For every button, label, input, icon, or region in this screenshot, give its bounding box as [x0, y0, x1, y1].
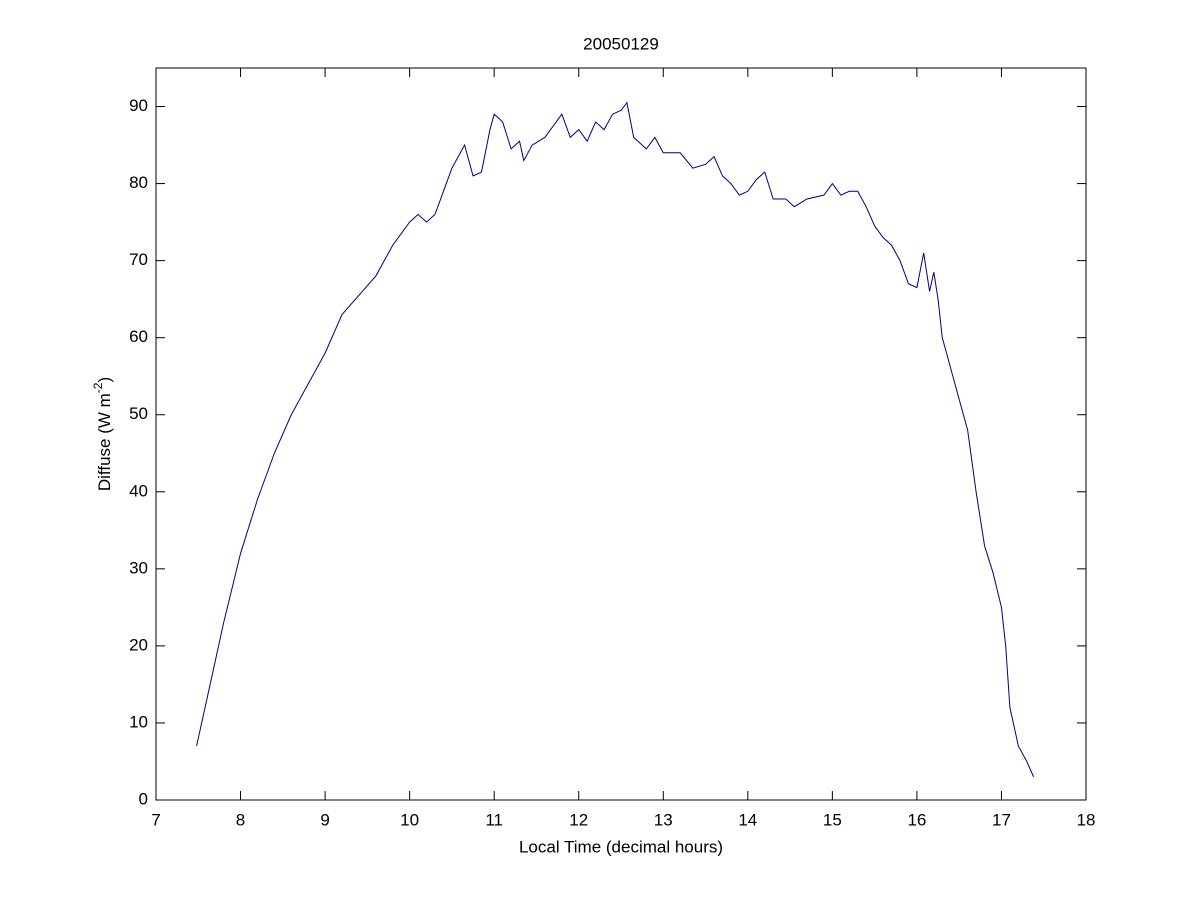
y-tick-label: 30: [129, 558, 148, 577]
y-tick-label: 40: [129, 481, 148, 500]
x-tick-label: 16: [907, 810, 926, 829]
y-label-text: Diffuse (W m: [95, 393, 114, 491]
x-tick-label: 17: [992, 810, 1011, 829]
x-tick-label: 10: [400, 810, 419, 829]
x-tick-label: 8: [236, 810, 245, 829]
y-tick-label: 90: [129, 96, 148, 115]
y-tick-label: 60: [129, 327, 148, 346]
x-tick-label: 9: [320, 810, 329, 829]
plot-area: [155, 67, 1087, 801]
chart-title: 20050129: [583, 34, 659, 53]
y-label-superscript: -2: [91, 382, 105, 393]
x-tick-label: 13: [654, 810, 673, 829]
x-tick-label: 18: [1077, 810, 1096, 829]
y-tick-label: 80: [129, 173, 148, 192]
y-tick-label: 0: [139, 789, 148, 808]
y-tick-label: 20: [129, 635, 148, 654]
y-axis-label: Diffuse (W m-2): [91, 377, 114, 491]
y-tick-label: 10: [129, 712, 148, 731]
y-label-suffix: ): [95, 377, 114, 383]
x-tick-label: 14: [738, 810, 757, 829]
x-tick-label: 15: [823, 810, 842, 829]
x-tick-label: 11: [485, 810, 503, 829]
y-tick-label: 50: [129, 404, 148, 423]
y-tick-label: 70: [129, 250, 148, 269]
x-tick-label: 7: [151, 810, 160, 829]
x-axis-label: Local Time (decimal hours): [519, 837, 723, 856]
data-line: [196, 101, 1035, 778]
x-tick-label: 12: [569, 810, 588, 829]
